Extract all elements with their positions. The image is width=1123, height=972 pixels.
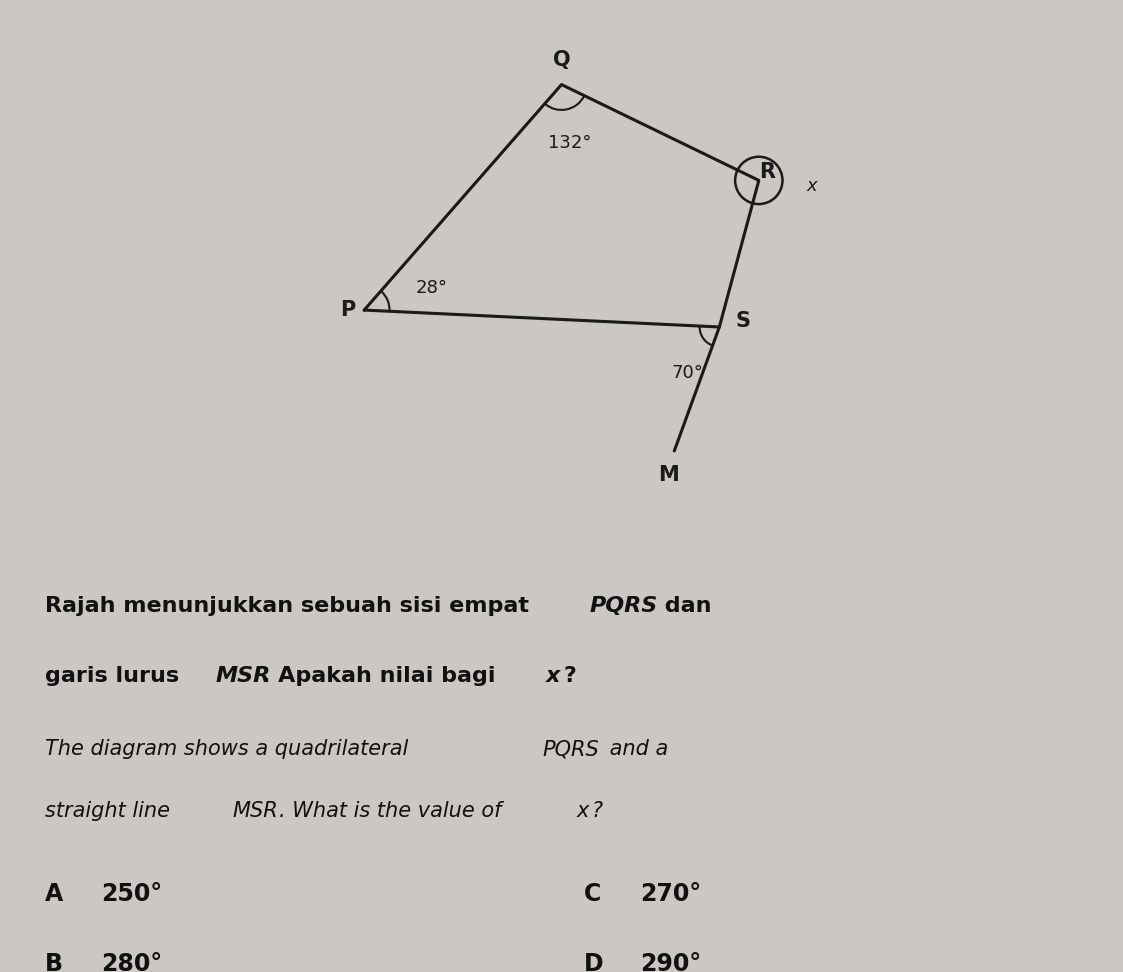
- Text: x: x: [806, 177, 818, 195]
- Text: x: x: [576, 801, 588, 820]
- Text: MSR: MSR: [216, 666, 271, 686]
- Text: straight line: straight line: [45, 801, 176, 820]
- Text: ?: ?: [564, 666, 576, 686]
- Text: Rajah menunjukkan sebuah sisi empat: Rajah menunjukkan sebuah sisi empat: [45, 597, 537, 616]
- Text: 70°: 70°: [672, 364, 703, 382]
- Text: PQRS: PQRS: [542, 740, 600, 759]
- Text: 250°: 250°: [101, 883, 163, 906]
- Text: B: B: [45, 952, 63, 972]
- Text: Q: Q: [553, 51, 570, 71]
- Text: PQRS: PQRS: [590, 597, 658, 616]
- Text: P: P: [340, 300, 356, 320]
- Text: C: C: [584, 883, 601, 906]
- Text: S: S: [736, 311, 750, 331]
- Text: . Apakah nilai bagi: . Apakah nilai bagi: [262, 666, 503, 686]
- Text: M: M: [658, 466, 679, 485]
- Text: D: D: [584, 952, 603, 972]
- Text: and a: and a: [603, 740, 668, 759]
- Text: 132°: 132°: [548, 134, 592, 153]
- Text: 270°: 270°: [640, 883, 702, 906]
- Text: ?: ?: [592, 801, 603, 820]
- Text: The diagram shows a quadrilateral: The diagram shows a quadrilateral: [45, 740, 414, 759]
- Text: MSR: MSR: [232, 801, 279, 820]
- Text: dan: dan: [657, 597, 712, 616]
- Text: x: x: [546, 666, 560, 686]
- Text: A: A: [45, 883, 63, 906]
- Text: garis lurus: garis lurus: [45, 666, 186, 686]
- Text: 280°: 280°: [101, 952, 163, 972]
- Text: . What is the value of: . What is the value of: [279, 801, 508, 820]
- Text: R: R: [759, 162, 775, 182]
- Text: 290°: 290°: [640, 952, 702, 972]
- Text: 28°: 28°: [416, 279, 448, 297]
